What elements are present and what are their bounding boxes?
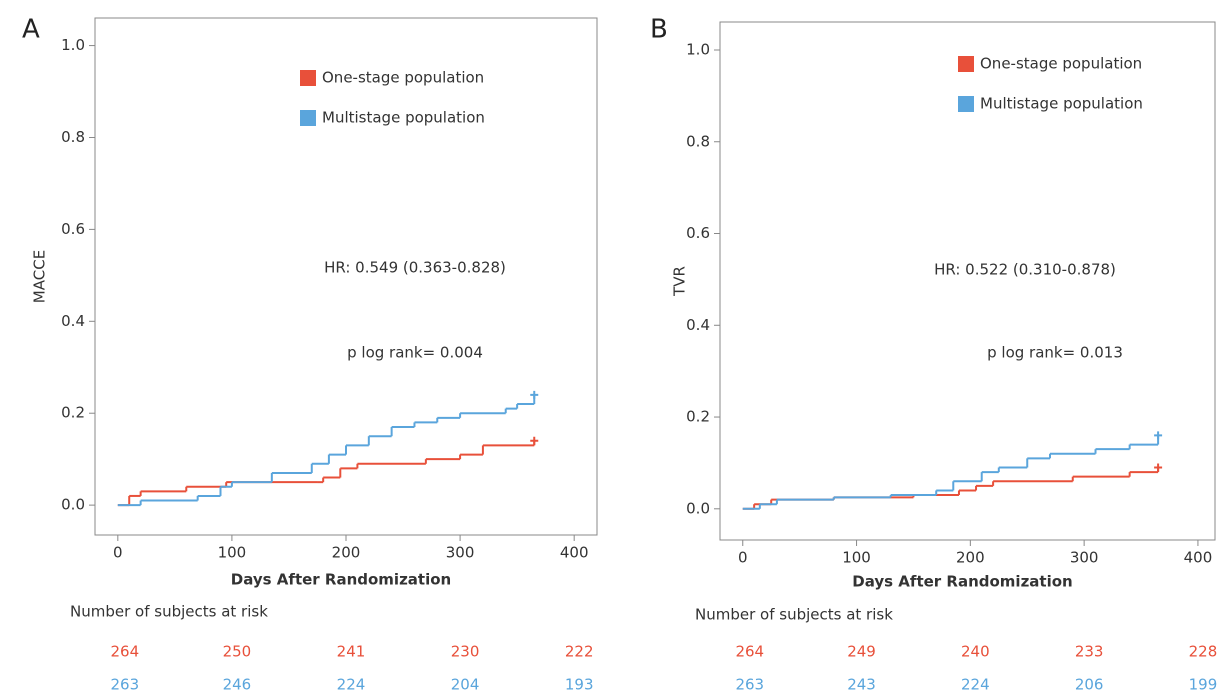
legend-swatch: [958, 96, 974, 112]
x-tick-label: 300: [446, 544, 475, 562]
y-tick-label: 0.2: [686, 408, 710, 426]
y-tick-label: 1.0: [686, 40, 710, 58]
x-axis-label: Days After Randomization: [852, 573, 1072, 591]
y-tick-label: 0.0: [61, 496, 85, 514]
y-axis-label: MACCE: [31, 250, 49, 303]
panel-label: B: [650, 15, 668, 45]
legend-label: One-stage population: [980, 55, 1142, 73]
x-tick-label: 0: [113, 544, 123, 562]
risk-count: 228: [1189, 643, 1218, 661]
risk-count: 241: [337, 643, 366, 661]
x-tick-label: 200: [956, 549, 985, 567]
censor-mark: [530, 436, 539, 445]
risk-table-title: Number of subjects at risk: [70, 603, 268, 621]
risk-count: 204: [451, 676, 480, 693]
risk-count: 263: [110, 676, 139, 693]
annotation: HR: 0.549 (0.363-0.828): [324, 259, 506, 277]
y-tick-label: 0.8: [61, 128, 85, 146]
risk-count: 246: [223, 676, 252, 693]
x-tick-label: 300: [1070, 549, 1099, 567]
risk-table-title: Number of subjects at risk: [695, 606, 893, 624]
risk-count: 264: [735, 643, 764, 661]
risk-count: 264: [110, 643, 139, 661]
censor-mark: [1154, 431, 1163, 440]
x-axis-label: Days After Randomization: [231, 571, 451, 589]
legend-swatch: [958, 56, 974, 72]
x-tick-label: 400: [560, 544, 589, 562]
y-tick-label: 0.4: [61, 312, 85, 330]
annotation: p log rank= 0.004: [347, 344, 483, 362]
x-tick-label: 100: [218, 544, 247, 562]
censor-mark: [1154, 463, 1163, 472]
y-tick-label: 0.8: [686, 132, 710, 150]
legend-label: Multistage population: [322, 109, 485, 127]
plot-frame: [719, 21, 1216, 541]
risk-count: 206: [1075, 676, 1104, 693]
y-tick-label: 0.6: [686, 224, 710, 242]
annotation: p log rank= 0.013: [987, 344, 1123, 362]
y-tick-label: 1.0: [61, 36, 85, 54]
x-tick-label: 100: [842, 549, 871, 567]
risk-count: 193: [565, 676, 594, 693]
censor-mark: [530, 390, 539, 399]
legend-swatch: [300, 70, 316, 86]
legend-label: Multistage population: [980, 95, 1143, 113]
x-tick-label: 0: [738, 549, 748, 567]
risk-count: 222: [565, 643, 594, 661]
risk-count: 249: [847, 643, 876, 661]
legend-label: One-stage population: [322, 69, 484, 87]
y-axis-label: TVR: [671, 266, 689, 297]
panel-label: A: [22, 15, 40, 45]
risk-count: 233: [1075, 643, 1104, 661]
x-tick-label: 400: [1184, 549, 1213, 567]
plot-frame: [94, 17, 598, 536]
risk-count: 230: [451, 643, 480, 661]
x-tick-label: 200: [332, 544, 361, 562]
risk-count: 250: [223, 643, 252, 661]
y-tick-label: 0.4: [686, 316, 710, 334]
risk-count: 199: [1189, 676, 1218, 693]
risk-count: 224: [337, 676, 366, 693]
risk-count: 224: [961, 676, 990, 693]
legend-swatch: [300, 110, 316, 126]
annotation: HR: 0.522 (0.310-0.878): [934, 261, 1116, 279]
y-tick-label: 0.0: [686, 499, 710, 517]
y-tick-label: 0.2: [61, 404, 85, 422]
risk-count: 243: [847, 676, 876, 693]
risk-count: 240: [961, 643, 990, 661]
risk-count: 263: [735, 676, 764, 693]
y-tick-label: 0.6: [61, 220, 85, 238]
